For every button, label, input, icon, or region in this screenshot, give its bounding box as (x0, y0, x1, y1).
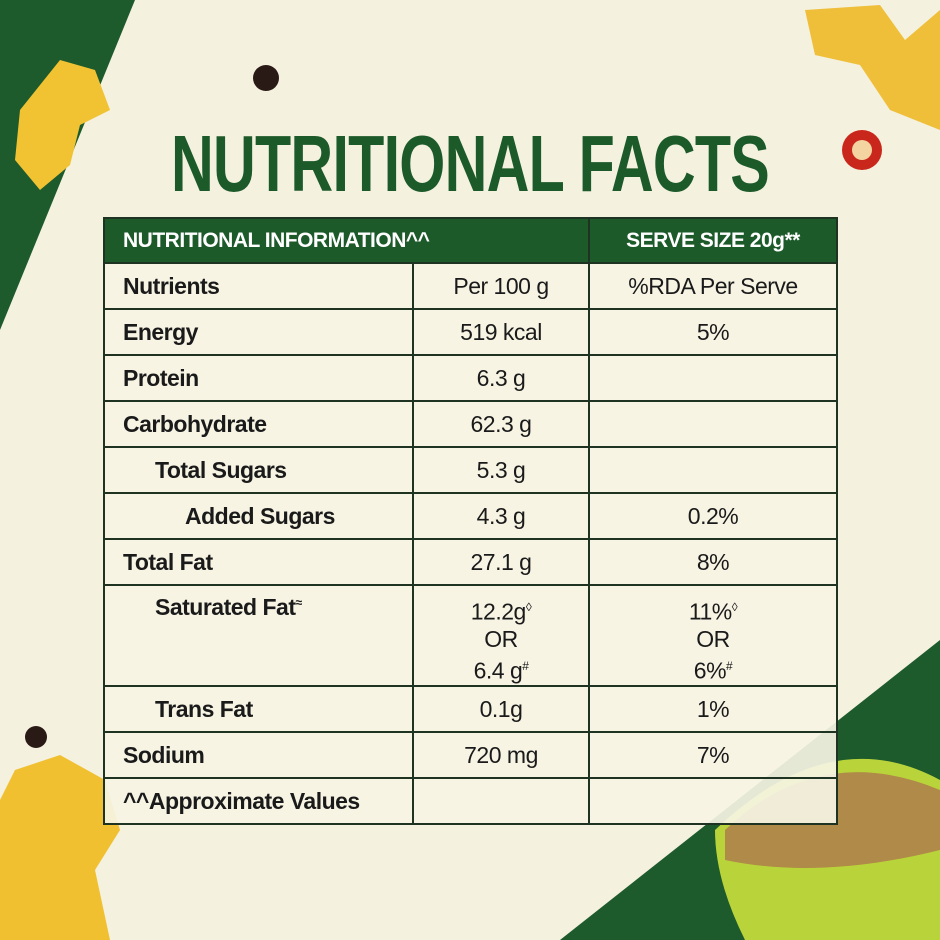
title: NUTRITIONAL FACTS (170, 119, 770, 208)
cell: 62.3 g (412, 400, 590, 448)
cell: 6.3 g (412, 354, 590, 402)
cell-text: 12.2g (470, 598, 527, 625)
cell-text: 11% (688, 598, 732, 625)
superscript: ≈ (295, 595, 302, 610)
line: OR (696, 625, 730, 652)
cell: 7% (588, 731, 838, 779)
cell (588, 446, 838, 494)
row: Total Sugars 5.3 g (103, 446, 838, 494)
cell (588, 777, 838, 825)
cell: 1% (588, 685, 838, 733)
line: 6.4 g# (414, 653, 588, 685)
row: Sodium 720 mg 7% (103, 731, 838, 779)
cell: Per 100 g (412, 262, 590, 310)
row: Energy 519 kcal 5% (103, 308, 838, 356)
header-row: NUTRITIONAL INFORMATION^^ SERVE SIZE 20g… (103, 217, 838, 264)
superscript: # (522, 658, 529, 673)
cell: Saturated Fat≈ (103, 584, 414, 687)
cell: 519 kcal (412, 308, 590, 356)
line: 12.2g◊ (414, 594, 588, 626)
cell-text: 6% (693, 657, 727, 684)
cell: 11%◊ OR 6%# (588, 584, 838, 687)
peppercorn (253, 65, 279, 91)
superscript: # (726, 658, 733, 673)
cell: Added Sugars (103, 492, 414, 540)
cell: Energy (103, 308, 414, 356)
cell (588, 400, 838, 448)
cell: Total Sugars (103, 446, 414, 494)
superscript: ◊ (731, 600, 738, 614)
peppercorn (25, 726, 47, 748)
nutrition-table: NUTRITIONAL INFORMATION^^ SERVE SIZE 20g… (103, 217, 838, 825)
cell-text: 6.4 g (473, 657, 523, 684)
header-cell: NUTRITIONAL INFORMATION^^ (103, 217, 590, 264)
superscript: ◊ (525, 600, 532, 614)
cell: 12.2g◊ OR 6.4 g# (412, 584, 590, 687)
cell (588, 354, 838, 402)
line: 11%◊ (590, 594, 836, 626)
row: ^^Approximate Values (103, 777, 838, 825)
row: Carbohydrate 62.3 g (103, 400, 838, 448)
chili-seed (852, 140, 872, 160)
header-cell: SERVE SIZE 20g** (588, 217, 838, 264)
cell: Total Fat (103, 538, 414, 586)
cell: Sodium (103, 731, 414, 779)
cell: 0.1g (412, 685, 590, 733)
line: OR (484, 625, 518, 652)
cell: 27.1 g (412, 538, 590, 586)
snack (0, 755, 120, 940)
cell: Trans Fat (103, 685, 414, 733)
cell: 5.3 g (412, 446, 590, 494)
row: Nutrients Per 100 g %RDA Per Serve (103, 262, 838, 310)
cell: ^^Approximate Values (103, 777, 414, 825)
row: Saturated Fat≈ 12.2g◊ OR 6.4 g# 11%◊ OR … (103, 584, 838, 687)
snack (805, 5, 940, 130)
cell: 720 mg (412, 731, 590, 779)
cell: 4.3 g (412, 492, 590, 540)
cell: Carbohydrate (103, 400, 414, 448)
line: 6%# (590, 653, 836, 685)
cell: 5% (588, 308, 838, 356)
snack (15, 60, 110, 190)
cell: 0.2% (588, 492, 838, 540)
cell: %RDA Per Serve (588, 262, 838, 310)
cell: Protein (103, 354, 414, 402)
row: Protein 6.3 g (103, 354, 838, 402)
row: Trans Fat 0.1g 1% (103, 685, 838, 733)
row: Total Fat 27.1 g 8% (103, 538, 838, 586)
cell: Nutrients (103, 262, 414, 310)
cell (412, 777, 590, 825)
cell-text: Saturated Fat (155, 594, 296, 620)
row: Added Sugars 4.3 g 0.2% (103, 492, 838, 540)
cell: 8% (588, 538, 838, 586)
